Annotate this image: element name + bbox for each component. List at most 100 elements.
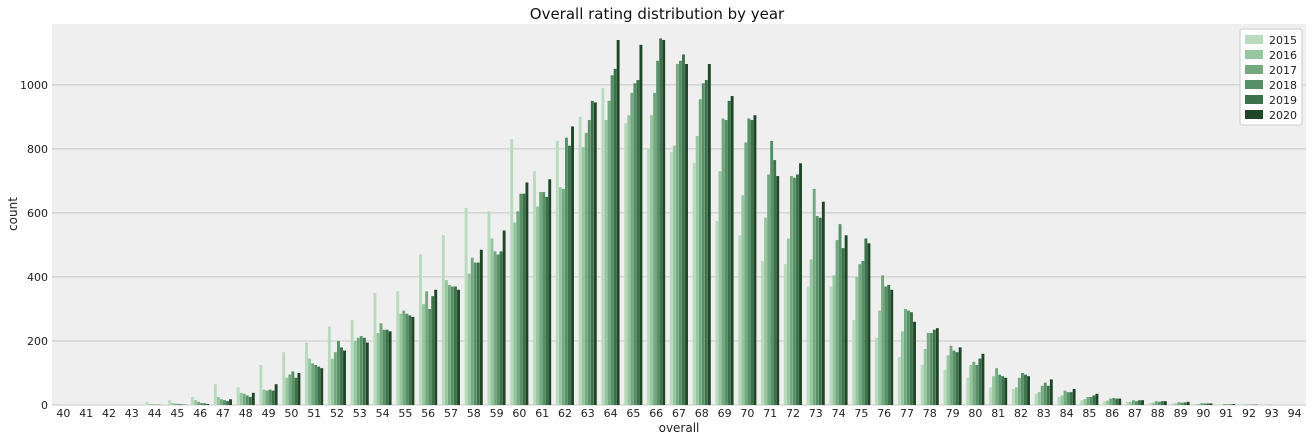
bar-2018-54: [382, 329, 386, 405]
bar-2015-79: [943, 369, 947, 405]
bar-2018-87: [1135, 401, 1138, 405]
bar-2018-65: [633, 83, 637, 405]
bar-2016-76: [878, 310, 882, 405]
bar-2015-61: [533, 171, 536, 405]
bar-2016-81: [992, 376, 996, 405]
bar-2018-85: [1089, 397, 1093, 405]
x-tick-label: 79: [946, 407, 960, 420]
bar-2018-74: [838, 224, 842, 405]
bar-2016-45: [171, 403, 175, 405]
bar-2017-90: [1200, 403, 1204, 405]
bar-2015-74: [829, 286, 833, 405]
x-tick-label: 69: [718, 407, 732, 420]
bar-2018-78: [929, 332, 933, 405]
bar-2020-47: [229, 399, 232, 405]
bar-2015-82: [1011, 388, 1015, 405]
bar-2018-77: [907, 310, 910, 405]
bar-2017-49: [265, 390, 269, 405]
bar-2020-69: [730, 96, 734, 405]
bar-2017-45: [174, 403, 178, 405]
x-tick-label: 47: [216, 407, 230, 420]
bar-2015-57: [441, 235, 445, 405]
bar-2019-88: [1160, 401, 1164, 405]
x-tick-label: 71: [763, 407, 777, 420]
x-tick-label: 74: [832, 407, 846, 420]
x-tick-label: 78: [923, 407, 937, 420]
bar-2018-58: [473, 262, 477, 405]
x-tick-label: 92: [1242, 407, 1256, 420]
bar-2019-65: [636, 80, 640, 405]
bar-2017-76: [881, 275, 885, 405]
bar-2017-81: [995, 368, 999, 405]
x-tick-label: 50: [284, 407, 298, 420]
bar-2016-82: [1014, 387, 1018, 405]
bar-2020-76: [890, 289, 894, 405]
bar-2015-86: [1103, 401, 1106, 405]
bar-2017-84: [1063, 390, 1067, 405]
bar-2017-66: [653, 92, 657, 405]
chart-title: Overall rating distribution by year: [530, 5, 785, 23]
bar-2018-69: [724, 120, 728, 406]
bar-2020-91: [1232, 404, 1236, 405]
x-tick-label: 48: [239, 407, 253, 420]
bar-2019-59: [499, 251, 503, 405]
bar-2016-51: [308, 358, 312, 405]
bar-2020-52: [343, 350, 346, 405]
bar-2017-48: [242, 393, 246, 405]
legend-swatch: [1245, 80, 1263, 89]
bar-2016-64: [604, 120, 608, 406]
bar-2015-60: [510, 139, 514, 405]
bar-2015-69: [715, 220, 719, 405]
bar-2019-76: [887, 284, 891, 405]
bar-2019-84: [1069, 392, 1073, 405]
bar-2015-65: [624, 123, 628, 405]
bar-2017-87: [1131, 400, 1135, 405]
bar-2018-48: [245, 395, 249, 405]
x-tick-label: 68: [695, 407, 709, 420]
bar-2019-63: [590, 100, 594, 405]
bar-2018-68: [701, 83, 705, 405]
legend-swatch: [1245, 65, 1263, 74]
bar-2020-49: [274, 384, 278, 405]
bar-2017-52: [333, 352, 337, 405]
y-tick-label: 1000: [20, 79, 48, 92]
bar-2020-77: [913, 321, 916, 405]
bar-2020-79: [958, 347, 962, 405]
bar-2015-81: [989, 387, 992, 405]
bar-2015-71: [761, 260, 764, 405]
bar-2019-66: [659, 38, 663, 405]
bar-2019-85: [1092, 395, 1096, 405]
x-tick-label: 55: [398, 407, 412, 420]
bar-2018-71: [770, 140, 774, 406]
bar-2016-46: [194, 400, 198, 405]
bars: [54, 38, 1272, 406]
bar-2020-58: [479, 249, 483, 405]
x-tick-labels: 40 41 42 43 44 45 46 47 48 49 50 51 52 53 54 55 56 57 58 59…: [56, 407, 1301, 420]
bar-2015-64: [601, 88, 605, 405]
bar-2019-46: [203, 403, 207, 405]
bar-2018-75: [861, 260, 865, 405]
bar-2019-60: [522, 193, 526, 405]
bar-2019-87: [1138, 400, 1141, 405]
bar-2016-55: [399, 313, 403, 405]
bar-2020-55: [411, 316, 415, 405]
bar-2018-73: [815, 216, 819, 405]
bar-2015-80: [966, 377, 970, 405]
bar-2017-79: [949, 345, 953, 405]
legend: 2015 2016 2017 2018 2019 2020: [1239, 28, 1303, 126]
x-tick-label: 94: [1288, 407, 1302, 420]
bar-2017-74: [835, 240, 839, 405]
bar-2017-78: [926, 332, 930, 405]
bar-2019-57: [454, 286, 457, 405]
x-tick-label: 58: [467, 407, 481, 420]
bar-2016-71: [764, 217, 768, 405]
bar-2018-46: [200, 403, 204, 405]
bar-2015-66: [647, 148, 650, 405]
bar-2017-83: [1040, 385, 1044, 405]
bar-2015-84: [1057, 397, 1061, 405]
x-tick-label: 42: [102, 407, 116, 420]
bar-2015-63: [578, 116, 582, 405]
bar-2015-52: [327, 326, 331, 405]
bar-2020-78: [935, 328, 939, 405]
